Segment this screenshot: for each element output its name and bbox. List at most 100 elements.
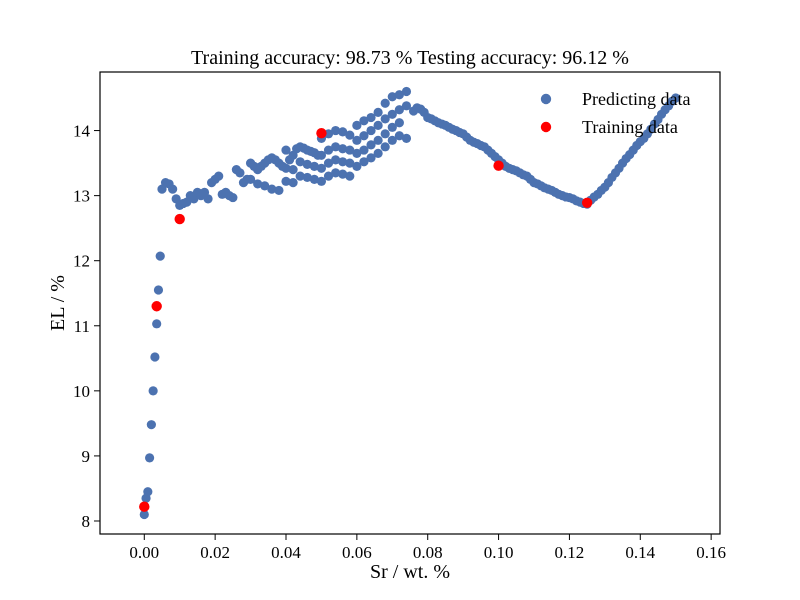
predicting-point (331, 168, 341, 178)
predicting-point (373, 135, 383, 145)
predicting-point (373, 107, 383, 117)
x-tick-label: 0.06 (342, 543, 372, 562)
predicting-point (345, 145, 355, 155)
predicting-point (359, 131, 369, 141)
x-tick-label: 0.16 (696, 543, 726, 562)
predicting-point (281, 163, 291, 173)
chart-title: Training accuracy: 98.73 % Testing accur… (191, 47, 629, 69)
predicting-point (352, 135, 362, 145)
legend-label: Predicting data (582, 89, 690, 109)
predicting-point (274, 185, 284, 196)
predicting-point (394, 90, 404, 100)
predicting-point (145, 453, 155, 463)
series-training (139, 127, 593, 512)
y-tick-label: 9 (82, 447, 91, 466)
predicting-point (146, 420, 156, 430)
predicting-point (323, 145, 334, 155)
predicting-point (359, 116, 369, 126)
predicting-point (302, 172, 312, 183)
x-tick-label: 0.00 (129, 543, 159, 562)
predicting-point (387, 92, 397, 102)
predicting-point (338, 157, 348, 167)
series-predicting (139, 86, 681, 520)
predicting-point (387, 135, 397, 145)
training-point (151, 301, 162, 312)
predicting-point (394, 131, 404, 141)
legend: Predicting data Training data (540, 89, 690, 137)
predicting-point (380, 129, 390, 139)
x-tick-label: 0.12 (555, 543, 585, 562)
predicting-point (366, 112, 376, 123)
y-tick-label: 12 (73, 252, 90, 271)
training-point (581, 197, 593, 208)
predicting-point (323, 158, 334, 168)
predicting-point (387, 109, 397, 119)
predicting-point (359, 145, 369, 155)
predicting-point (366, 140, 376, 150)
predicting-point (228, 192, 238, 203)
predicting-point (331, 155, 341, 165)
predicting-point (352, 120, 362, 130)
y-tick-label: 8 (82, 512, 91, 531)
predicting-point (302, 159, 312, 169)
predicting-point (359, 157, 369, 167)
predicting-point (380, 114, 390, 124)
predicting-point (380, 142, 390, 152)
predicting-point (352, 161, 362, 171)
predicting-point (671, 93, 681, 103)
predicting-point (331, 125, 341, 136)
predicting-point (253, 179, 263, 189)
predicting-point (152, 319, 162, 329)
predicting-point (295, 157, 305, 167)
legend-marker (540, 121, 552, 133)
x-axis-label: Sr / wt. % (370, 561, 450, 583)
predicting-point (316, 176, 327, 186)
predicting-point (366, 125, 376, 136)
predicting-point (401, 86, 412, 97)
predicting-point (148, 386, 158, 396)
predicting-point (373, 148, 383, 158)
predicting-point (281, 176, 291, 186)
predicting-point (345, 171, 355, 181)
predicting-point (401, 133, 412, 143)
training-point (316, 127, 327, 139)
y-tick-label: 13 (73, 187, 90, 206)
plot-area (139, 86, 681, 520)
predicting-point (281, 145, 291, 155)
predicting-point (203, 194, 213, 204)
y-axis: 8 9 10 11 12 13 14 (73, 122, 100, 531)
predicting-point (316, 163, 327, 173)
predicting-point (267, 184, 277, 194)
predicting-point (366, 153, 376, 163)
x-tick-label: 0.04 (271, 543, 301, 562)
y-tick-label: 11 (74, 317, 90, 336)
predicting-point (309, 161, 319, 171)
predicting-point (323, 171, 334, 181)
predicting-point (401, 101, 412, 111)
predicting-point (309, 174, 319, 184)
legend-marker (540, 93, 552, 105)
predicting-point (345, 158, 355, 168)
predicting-point (316, 150, 327, 160)
predicting-point (331, 142, 341, 152)
predicting-point (260, 181, 270, 191)
axes-frame (99, 71, 721, 535)
x-tick-label: 0.08 (413, 543, 443, 562)
legend-label: Training data (582, 117, 678, 137)
predicting-point (214, 171, 224, 181)
training-point (174, 213, 185, 225)
predicting-point (235, 168, 245, 178)
predicting-point (295, 171, 305, 181)
predicting-point (345, 130, 355, 140)
x-tick-label: 0.10 (484, 543, 514, 562)
y-tick-label: 10 (73, 382, 90, 401)
predicting-point (150, 352, 160, 362)
predicting-point (143, 487, 153, 497)
training-point (139, 501, 150, 512)
y-tick-label: 14 (73, 122, 91, 141)
predicting-point (352, 148, 362, 158)
y-axis-label: EL / % (47, 275, 69, 331)
predicting-point (338, 144, 348, 154)
predicting-point (338, 127, 348, 137)
